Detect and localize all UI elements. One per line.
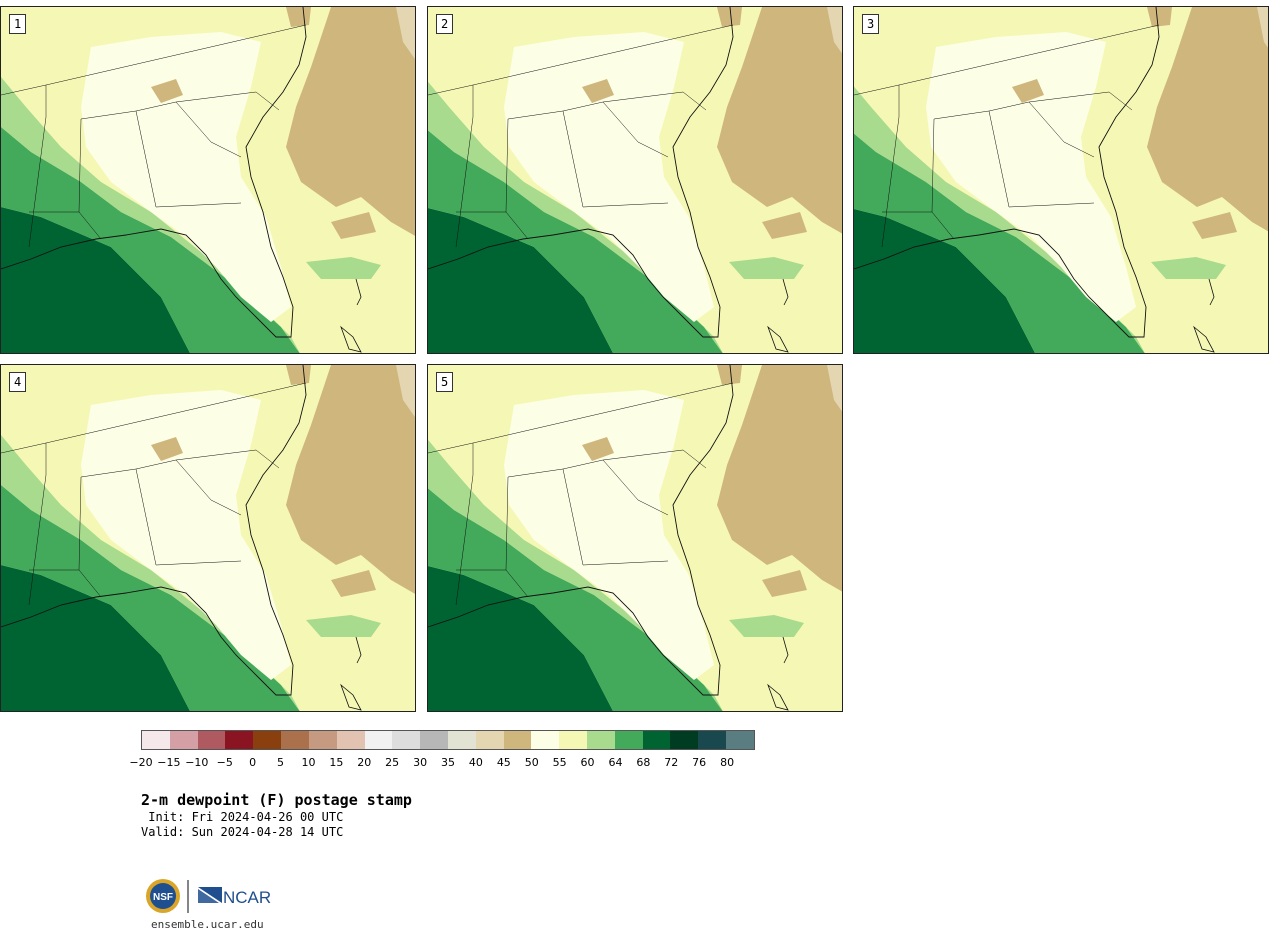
map-panel-3: 3: [853, 6, 1269, 354]
colorbar-swatch: [225, 731, 254, 749]
colorbar-tick-label: 40: [468, 756, 483, 769]
colorbar-swatch: [142, 731, 170, 749]
website-url: ensemble.ucar.edu: [151, 918, 264, 931]
dewpoint-map: [1, 7, 415, 353]
panel-label: 1: [9, 14, 27, 34]
colorbar-tick-label: −10: [185, 756, 209, 769]
colorbar-swatch: [726, 731, 754, 749]
colorbar-tick-label: −5: [216, 756, 233, 769]
panel-label: 5: [436, 372, 454, 392]
dewpoint-map: [428, 365, 842, 711]
colorbar-tick-label: 45: [496, 756, 511, 769]
colorbar-tick-label: 76: [692, 756, 707, 769]
valid-time: Valid: Sun 2024-04-28 14 UTC: [141, 825, 344, 839]
colorbar-swatch: [308, 731, 337, 749]
colorbar-tick-label: −15: [157, 756, 181, 769]
colorbar-swatch: [169, 731, 198, 749]
nsf-logo-icon: NSF: [146, 879, 180, 913]
colorbar-swatch: [336, 731, 365, 749]
colorbar-swatch: [698, 731, 727, 749]
colorbar-swatch: [559, 731, 587, 749]
map-panel-2: 2: [427, 6, 843, 354]
colorbar-tick-label: 25: [385, 756, 400, 769]
colorbar: [141, 730, 755, 750]
dewpoint-map: [854, 7, 1268, 353]
colorbar-tick-label: 5: [277, 756, 285, 769]
colorbar-tick-label: 80: [720, 756, 735, 769]
panel-label: 2: [436, 14, 454, 34]
colorbar-swatch: [253, 731, 282, 749]
colorbar-tick-label: −20: [129, 756, 153, 769]
colorbar-swatch: [587, 731, 615, 749]
colorbar-tick-label: 0: [249, 756, 257, 769]
colorbar-swatch: [364, 731, 393, 749]
colorbar-tick-label: 60: [580, 756, 595, 769]
colorbar-tick-label: 72: [664, 756, 679, 769]
colorbar-swatch: [531, 731, 560, 749]
panel-label: 3: [862, 14, 880, 34]
svg-text:NSF: NSF: [153, 892, 173, 903]
colorbar-swatch: [642, 731, 671, 749]
colorbar-swatch: [447, 731, 476, 749]
colorbar-swatch: [281, 731, 309, 749]
colorbar-tick-label: 50: [524, 756, 539, 769]
logos: NSF NCAR: [145, 877, 275, 917]
dewpoint-map: [1, 365, 415, 711]
colorbar-tick-label: 30: [413, 756, 428, 769]
colorbar-tick-label: 68: [636, 756, 651, 769]
map-panel-1: 1: [0, 6, 416, 354]
colorbar-swatch: [475, 731, 504, 749]
init-time: Init: Fri 2024-04-26 00 UTC: [141, 810, 344, 824]
colorbar-swatch: [420, 731, 448, 749]
colorbar-tick-labels: −20 −15 −10 −5 0 5 10 15 20 25 30 35 40 45 50 55 60 64 68 7…: [129, 756, 755, 770]
colorbar-swatch: [197, 731, 226, 749]
colorbar-swatch: [392, 731, 421, 749]
colorbar-swatch: [670, 731, 699, 749]
colorbar-swatch: [503, 731, 532, 749]
colorbar-tick-label: 55: [552, 756, 567, 769]
map-panel-5: 5: [427, 364, 843, 712]
colorbar-tick-label: 35: [441, 756, 455, 769]
colorbar-tick-label: 64: [608, 756, 623, 769]
colorbar-tick-label: 10: [301, 756, 316, 769]
panel-label: 4: [9, 372, 27, 392]
colorbar-tick-label: 20: [357, 756, 372, 769]
dewpoint-map: [428, 7, 842, 353]
ncar-logo-icon: NCAR: [198, 887, 271, 907]
colorbar-tick-label: 15: [329, 756, 344, 769]
ncar-logo-text: NCAR: [223, 888, 271, 907]
chart-title: 2-m dewpoint (F) postage stamp: [141, 791, 412, 809]
map-panel-4: 4: [0, 364, 416, 712]
colorbar-swatch: [614, 731, 643, 749]
